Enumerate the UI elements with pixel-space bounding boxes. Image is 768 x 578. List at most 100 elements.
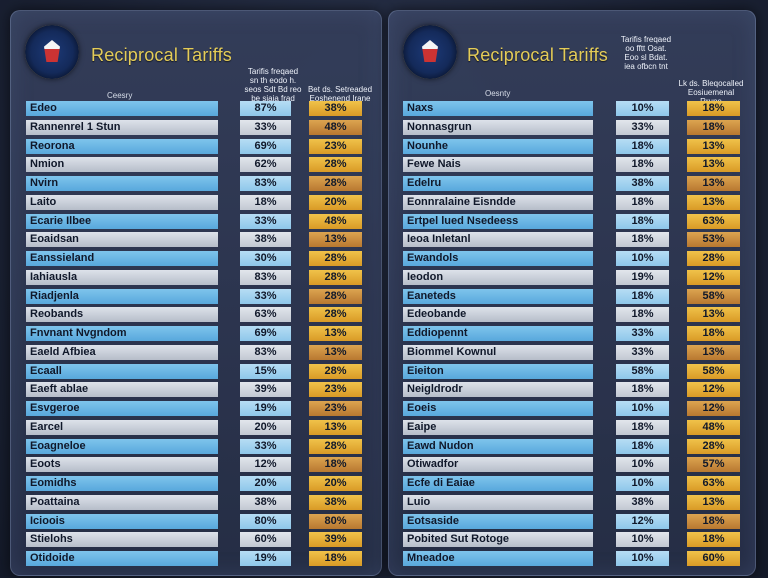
- tariff-charged-cell: 38%: [240, 494, 291, 510]
- reciprocal-column-header: Bet ds. Setreaded Eoshenend Irane: [307, 85, 373, 103]
- reciprocal-tariff-cell: 58%: [687, 288, 740, 304]
- reciprocal-tariff-cell: 18%: [687, 119, 740, 135]
- table-row: Edelru 38% 13%: [389, 176, 755, 191]
- country-name-cell: Otidoide: [26, 551, 218, 566]
- country-name-cell: Ieodon: [403, 269, 593, 285]
- country-name-cell: Earcel: [26, 419, 218, 435]
- tariff-charged-cell: 33%: [240, 213, 291, 229]
- table-row: Eoots 12% 18%: [11, 457, 381, 473]
- reciprocal-tariff-cell: 20%: [309, 476, 362, 491]
- country-name-cell: Eotsaside: [403, 513, 593, 529]
- tariff-charged-cell: 33%: [240, 119, 291, 135]
- reciprocal-tariff-cell: 80%: [309, 513, 362, 529]
- table-row: Luio 38% 13%: [389, 494, 755, 510]
- country-name-cell: Eomidhs: [26, 476, 218, 491]
- tariff-charged-cell: 18%: [240, 194, 291, 210]
- tariff-charged-cell: 10%: [616, 251, 669, 266]
- table-row: Ecfe di Eaiae 10% 63%: [389, 476, 755, 491]
- table-row: Neigldrodr 18% 12%: [389, 382, 755, 398]
- table-row: Eoagneloe 33% 28%: [11, 438, 381, 454]
- tariff-charged-cell: 38%: [240, 232, 291, 248]
- country-name-cell: Ertpel lued Nsedeess: [403, 213, 593, 229]
- country-name-cell: Ewandols: [403, 251, 593, 266]
- tariff-charged-cell: 18%: [616, 438, 669, 454]
- table-row: Eotsaside 12% 18%: [389, 513, 755, 529]
- panel-title: Reciprocal Tariffs: [467, 45, 608, 65]
- reciprocal-tariff-cell: 28%: [687, 251, 740, 266]
- country-name-cell: Eoagneloe: [26, 438, 218, 454]
- country-name-cell: Reobands: [26, 307, 218, 323]
- table-row: Ecarie Ilbee 33% 48%: [11, 213, 381, 229]
- tariff-charged-cell: 12%: [616, 513, 669, 529]
- table-row: Eaeft ablae 39% 23%: [11, 382, 381, 398]
- table-row: Eaneteds 18% 58%: [389, 288, 755, 304]
- table-row: Reorona 69% 23%: [11, 138, 381, 154]
- reciprocal-tariff-cell: 39%: [309, 532, 362, 548]
- table-row: Eawd Nudon 18% 28%: [389, 438, 755, 454]
- country-name-cell: Eanssieland: [26, 251, 218, 266]
- reciprocal-tariff-cell: 12%: [687, 382, 740, 398]
- reciprocal-tariff-cell: 38%: [309, 101, 362, 116]
- tariff-charged-cell: 83%: [240, 269, 291, 285]
- country-name-cell: Nonnasgrun: [403, 119, 593, 135]
- tariff-charged-cell: 62%: [240, 157, 291, 173]
- country-name-cell: Pobited Sut Rotoge: [403, 532, 593, 548]
- tariff-charged-cell: 18%: [616, 288, 669, 304]
- country-name-cell: Eonnralaine Eisndde: [403, 194, 593, 210]
- reciprocal-tariff-cell: 13%: [687, 307, 740, 323]
- table-row: Ieodon 19% 12%: [389, 269, 755, 285]
- tariff-charged-cell: 38%: [616, 494, 669, 510]
- country-name-cell: Eawd Nudon: [403, 438, 593, 454]
- tariff-charged-cell: 38%: [616, 176, 669, 191]
- tariff-charged-cell: 33%: [616, 344, 669, 360]
- reciprocal-tariff-cell: 28%: [309, 363, 362, 379]
- reciprocal-tariff-cell: 12%: [687, 401, 740, 416]
- reciprocal-tariff-cell: 53%: [687, 232, 740, 248]
- tariff-charged-cell: 18%: [616, 382, 669, 398]
- country-name-cell: Nounhe: [403, 138, 593, 154]
- reciprocal-tariff-cell: 13%: [687, 194, 740, 210]
- country-name-cell: Laito: [26, 194, 218, 210]
- country-name-cell: Edeobande: [403, 307, 593, 323]
- table-row: Eonnralaine Eisndde 18% 13%: [389, 194, 755, 210]
- reciprocal-tariff-cell: 23%: [309, 401, 362, 416]
- table-row: Ertpel lued Nsedeess 18% 63%: [389, 213, 755, 229]
- table-row: Fnvnant Nvgndom 69% 13%: [11, 326, 381, 341]
- table-row: Nounhe 18% 13%: [389, 138, 755, 154]
- table-row: Edeo 87% 38%: [11, 101, 381, 116]
- reciprocal-tariff-cell: 12%: [687, 269, 740, 285]
- reciprocal-tariff-cell: 58%: [687, 363, 740, 379]
- tariff-charged-cell: 69%: [240, 138, 291, 154]
- table-row: Fewe Nais 18% 13%: [389, 157, 755, 173]
- table-row: Riadjenla 33% 28%: [11, 288, 381, 304]
- country-name-cell: Eaeld Afbiea: [26, 344, 218, 360]
- country-name-cell: Edeo: [26, 101, 218, 116]
- country-name-cell: Ieoa Inletanl: [403, 232, 593, 248]
- table-row: Eaipe 18% 48%: [389, 419, 755, 435]
- reciprocal-tariff-cell: 23%: [309, 382, 362, 398]
- country-name-cell: Naxs: [403, 101, 593, 116]
- tariff-charged-cell: 33%: [240, 288, 291, 304]
- tariff-charged-cell: 39%: [240, 382, 291, 398]
- country-name-cell: Eaneteds: [403, 288, 593, 304]
- country-name-cell: Fewe Nais: [403, 157, 593, 173]
- table-row: Eoeis 10% 12%: [389, 401, 755, 416]
- table-row: Eaeld Afbiea 83% 13%: [11, 344, 381, 360]
- country-name-cell: Luio: [403, 494, 593, 510]
- table-row: Stielohs 60% 39%: [11, 532, 381, 548]
- reciprocal-tariff-cell: 38%: [309, 494, 362, 510]
- country-name-cell: Icioois: [26, 513, 218, 529]
- tariff-charged-cell: 33%: [616, 119, 669, 135]
- country-name-cell: Eieiton: [403, 363, 593, 379]
- table-row: Naxs 10% 18%: [389, 101, 755, 116]
- reciprocal-tariff-cell: 13%: [309, 344, 362, 360]
- country-name-cell: Poattaina: [26, 494, 218, 510]
- tariff-charged-cell: 18%: [616, 157, 669, 173]
- country-name-cell: Nvirn: [26, 176, 218, 191]
- tariff-charged-cell: 69%: [240, 326, 291, 341]
- country-column-header: Ceesry: [107, 91, 133, 100]
- tariff-charged-cell: 58%: [616, 363, 669, 379]
- presidential-seal-icon: [25, 25, 79, 79]
- reciprocal-tariff-cell: 13%: [687, 176, 740, 191]
- table-row: Nmion 62% 28%: [11, 157, 381, 173]
